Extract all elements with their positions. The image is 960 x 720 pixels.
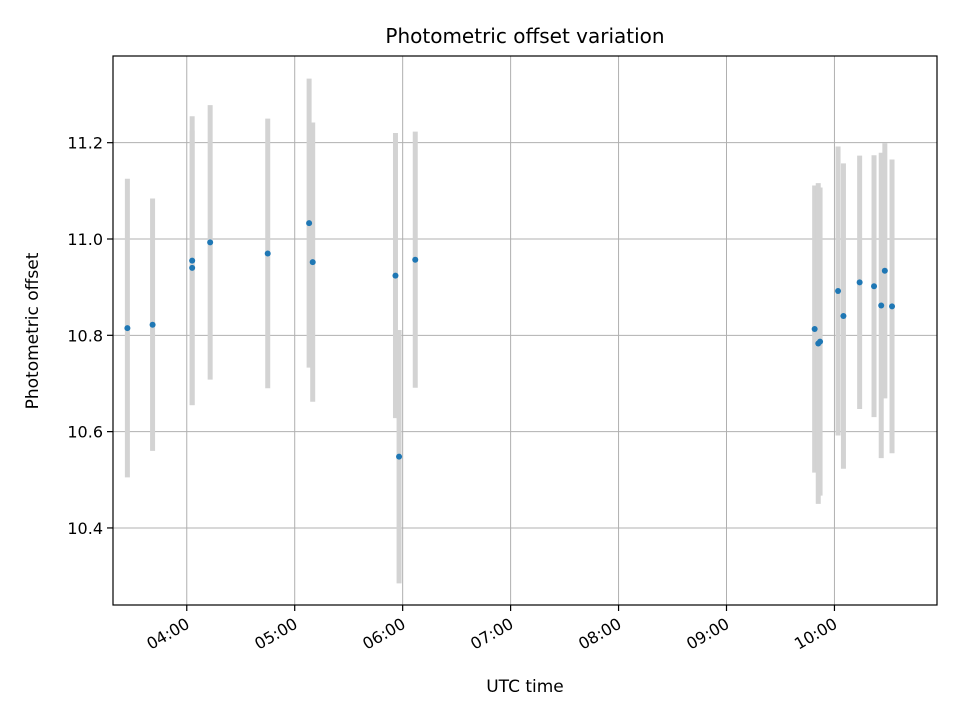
y-tick-label: 11.0 [67,230,103,249]
y-tick-label: 10.6 [67,423,103,442]
y-tick-label: 11.2 [67,134,103,153]
chart-title: Photometric offset variation [385,24,664,48]
data-point [412,256,419,263]
data-point [309,259,316,266]
data-point [124,325,131,332]
data-point [189,264,196,271]
data-point [392,272,399,279]
data-point [889,303,896,310]
data-point [264,250,271,257]
data-point [396,453,403,460]
data-point [149,321,156,328]
y-tick-label: 10.8 [67,326,103,345]
y-tick-label: 10.4 [67,519,103,538]
data-point [878,302,885,309]
data-point [817,338,824,345]
plot-frame [112,55,938,606]
data-point [835,288,842,295]
grid [113,56,937,605]
data-point [811,326,818,333]
data-point [189,257,196,264]
data-point [306,220,313,227]
data-point [881,267,888,274]
y-axis: 10.4 10.6 10.8 11.0 11.2 [67,134,113,538]
plot-area [113,56,937,605]
data-point [856,279,863,286]
y-axis-label: Photometric offset [23,252,43,409]
x-axis-label: UTC time [486,677,564,697]
data-points [124,220,896,460]
data-point [840,313,847,320]
data-point [871,283,878,290]
data-point [207,239,214,246]
